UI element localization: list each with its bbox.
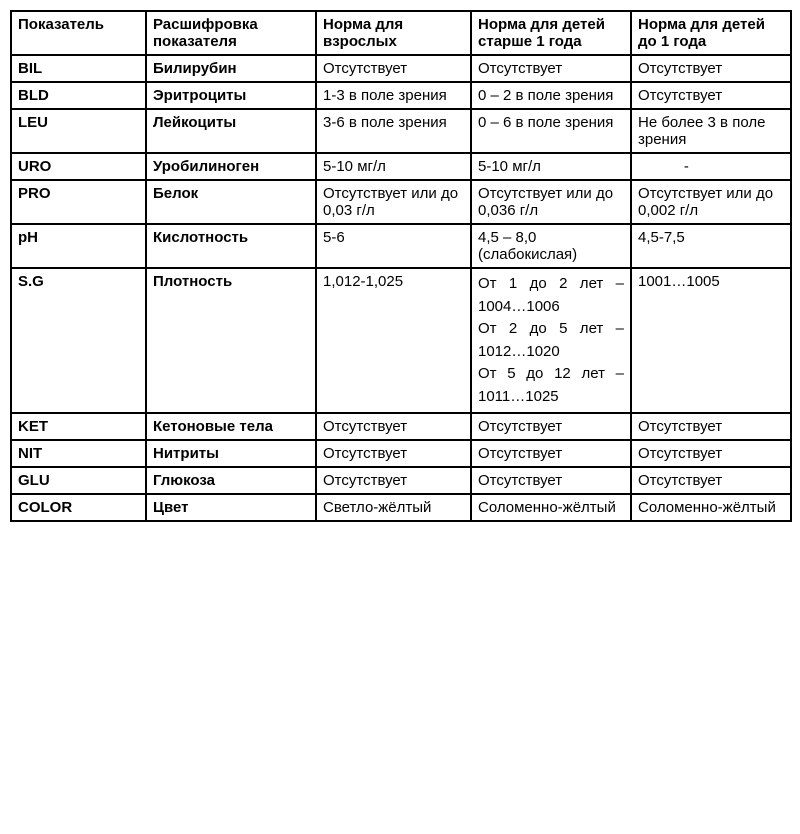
cell-name: Уробилиноген [146, 153, 316, 180]
cell-adult: Отсутствует [316, 440, 471, 467]
cell-child-under-1: Отсутствует или до 0,002 г/л [631, 180, 791, 224]
cell-adult: Отсутствует [316, 467, 471, 494]
cell-child-under-1: Отсутствует [631, 55, 791, 82]
table-row: NITНитритыОтсутствуетОтсутствуетОтсутств… [11, 440, 791, 467]
cell-name: Глюкоза [146, 467, 316, 494]
cell-indicator: BIL [11, 55, 146, 82]
col-header-child-over-1: Норма для детей старше 1 года [471, 11, 631, 55]
table-row: BLDЭритроциты1-3 в поле зрения0 – 2 в по… [11, 82, 791, 109]
cell-adult: 1-3 в поле зрения [316, 82, 471, 109]
cell-child-under-1: - [631, 153, 791, 180]
table-row: COLORЦветСветло-жёлтыйСоломенно-жёлтыйСо… [11, 494, 791, 521]
table-row: BILБилирубинОтсутствует ОтсутствуетОтсут… [11, 55, 791, 82]
cell-adult: 5-10 мг/л [316, 153, 471, 180]
cell-name: Белок [146, 180, 316, 224]
cell-indicator: KET [11, 413, 146, 440]
cell-child-over-1: Отсутствует [471, 413, 631, 440]
table-header-row: Показатель Расшифровка показателя Норма … [11, 11, 791, 55]
cell-child-under-1: Отсутствует [631, 440, 791, 467]
cell-adult: Отсутствует [316, 55, 471, 82]
cell-child-under-1: 4,5-7,5 [631, 224, 791, 268]
cell-name: Кислотность [146, 224, 316, 268]
cell-child-over-1: 4,5 – 8,0 (слабокислая) [471, 224, 631, 268]
table-row: KETКетоновые телаОтсутствуетОтсутствуетО… [11, 413, 791, 440]
col-header-indicator: Показатель [11, 11, 146, 55]
cell-name: Билирубин [146, 55, 316, 82]
cell-name: Лейкоциты [146, 109, 316, 153]
cell-indicator: COLOR [11, 494, 146, 521]
col-header-adult: Норма для взрослых [316, 11, 471, 55]
cell-name: Кетоновые тела [146, 413, 316, 440]
cell-child-over-1: Отсутствует или до 0,036 г/л [471, 180, 631, 224]
cell-child-under-1: Отсутствует [631, 82, 791, 109]
cell-indicator: URO [11, 153, 146, 180]
urine-analysis-norms-table: Показатель Расшифровка показателя Норма … [10, 10, 792, 522]
cell-indicator: S.G [11, 268, 146, 413]
table-row: pHКислотность5-64,5 – 8,0 (слабокислая)4… [11, 224, 791, 268]
table-row: S.GПлотность1,012-1,025 От 1 до 2 лет – … [11, 268, 791, 413]
table-row: PROБелокОтсутствует или до 0,03 г/лОтсут… [11, 180, 791, 224]
table-row: GLUГлюкозаОтсутствуетОтсутствуетОтсутств… [11, 467, 791, 494]
cell-child-under-1: Отсутствует [631, 467, 791, 494]
cell-indicator: BLD [11, 82, 146, 109]
cell-indicator: LEU [11, 109, 146, 153]
cell-child-over-1: Отсутствует [471, 55, 631, 82]
cell-indicator: pH [11, 224, 146, 268]
cell-child-over-1: Соломенно-жёлтый [471, 494, 631, 521]
cell-indicator: PRO [11, 180, 146, 224]
table-body: BILБилирубинОтсутствует ОтсутствуетОтсут… [11, 55, 791, 521]
cell-adult: Отсутствует или до 0,03 г/л [316, 180, 471, 224]
cell-child-under-1: Не более 3 в поле зрения [631, 109, 791, 153]
cell-name: Эритроциты [146, 82, 316, 109]
cell-adult: 3-6 в поле зрения [316, 109, 471, 153]
table-row: UROУробилиноген5-10 мг/л 5-10 мг/л - [11, 153, 791, 180]
cell-name: Цвет [146, 494, 316, 521]
cell-child-under-1: Соломенно-жёлтый [631, 494, 791, 521]
cell-adult: 1,012-1,025 [316, 268, 471, 413]
cell-child-over-1: Отсутствует [471, 467, 631, 494]
cell-child-over-1: 0 – 2 в поле зрения [471, 82, 631, 109]
cell-adult: Светло-жёлтый [316, 494, 471, 521]
cell-child-under-1: Отсутствует [631, 413, 791, 440]
cell-child-over-1: 0 – 6 в поле зрения [471, 109, 631, 153]
cell-name: Нитриты [146, 440, 316, 467]
table-row: LEUЛейкоциты3-6 в поле зрения0 – 6 в пол… [11, 109, 791, 153]
cell-child-over-1: От 1 до 2 лет – 1004…1006 От 2 до 5 лет … [471, 268, 631, 413]
cell-child-over-1: 5-10 мг/л [471, 153, 631, 180]
col-header-name: Расшифровка показателя [146, 11, 316, 55]
cell-child-under-1: 1001…1005 [631, 268, 791, 413]
cell-indicator: GLU [11, 467, 146, 494]
cell-adult: 5-6 [316, 224, 471, 268]
cell-child-over-1: Отсутствует [471, 440, 631, 467]
cell-indicator: NIT [11, 440, 146, 467]
col-header-child-under-1: Норма для детей до 1 года [631, 11, 791, 55]
cell-adult: Отсутствует [316, 413, 471, 440]
cell-name: Плотность [146, 268, 316, 413]
